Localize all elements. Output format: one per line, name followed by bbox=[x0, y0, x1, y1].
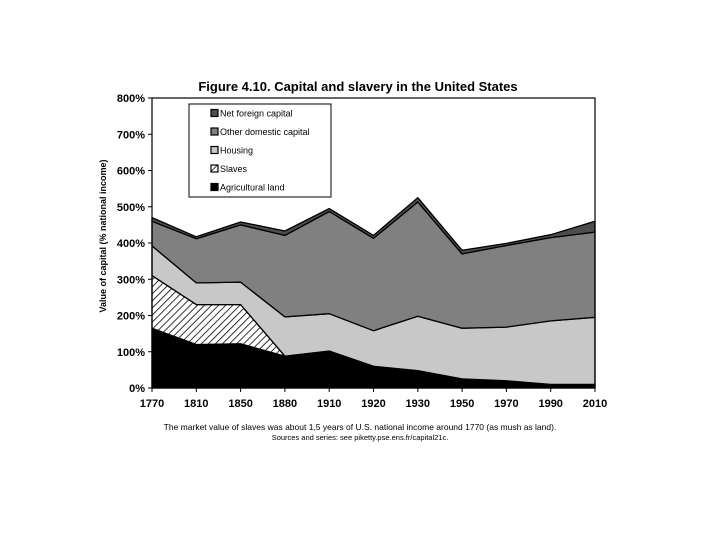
legend-label-other-domestic-capital: Other domestic capital bbox=[220, 127, 310, 137]
caption-sources: Sources and series: see piketty.pse.ens.… bbox=[271, 433, 449, 442]
legend-swatch-other-domestic-capital bbox=[210, 127, 219, 136]
x-tick-label: 1920 bbox=[361, 398, 385, 410]
x-tick-label: 1810 bbox=[184, 398, 208, 410]
x-tick-label: 1910 bbox=[317, 398, 341, 410]
y-tick-label: 100% bbox=[117, 347, 145, 359]
y-tick-label: 500% bbox=[117, 202, 145, 214]
x-tick-label: 1950 bbox=[450, 398, 474, 410]
legend-swatch-net-foreign-capital bbox=[210, 108, 219, 118]
legend-label-slaves: Slaves bbox=[220, 164, 248, 174]
y-tick-label: 600% bbox=[117, 166, 145, 178]
x-tick-label: 1880 bbox=[273, 398, 297, 410]
legend-swatch-housing bbox=[210, 145, 219, 155]
caption-note: The market value of slaves was about 1,5… bbox=[163, 422, 557, 432]
y-tick-label: 300% bbox=[117, 274, 145, 286]
y-tick-label: 0% bbox=[129, 383, 145, 395]
x-tick-label: 1990 bbox=[538, 398, 562, 410]
legend-swatch-agricultural-land bbox=[210, 182, 219, 192]
chart-title: Figure 4.10. Capital and slavery in the … bbox=[198, 79, 517, 94]
x-tick-label: 1770 bbox=[140, 398, 164, 410]
legend-label-housing: Housing bbox=[220, 146, 253, 156]
y-tick-label: 400% bbox=[117, 238, 145, 250]
legend-swatch-slaves bbox=[210, 164, 219, 173]
legend-label-agricultural-land: Agricultural land bbox=[220, 183, 285, 193]
x-tick-label: 1970 bbox=[494, 398, 518, 410]
x-tick-label: 2010 bbox=[583, 398, 607, 410]
x-tick-label: 1930 bbox=[406, 398, 430, 410]
legend: Net foreign capital Other domestic capita… bbox=[188, 103, 332, 198]
y-tick-label: 800% bbox=[117, 93, 145, 105]
y-tick-label: 700% bbox=[117, 129, 145, 141]
y-axis-label: Value of capital (% national income) bbox=[98, 159, 108, 312]
y-tick-label: 200% bbox=[117, 311, 145, 323]
x-tick-label: 1850 bbox=[228, 398, 252, 410]
legend-label-net-foreign-capital: Net foreign capital bbox=[220, 109, 293, 119]
